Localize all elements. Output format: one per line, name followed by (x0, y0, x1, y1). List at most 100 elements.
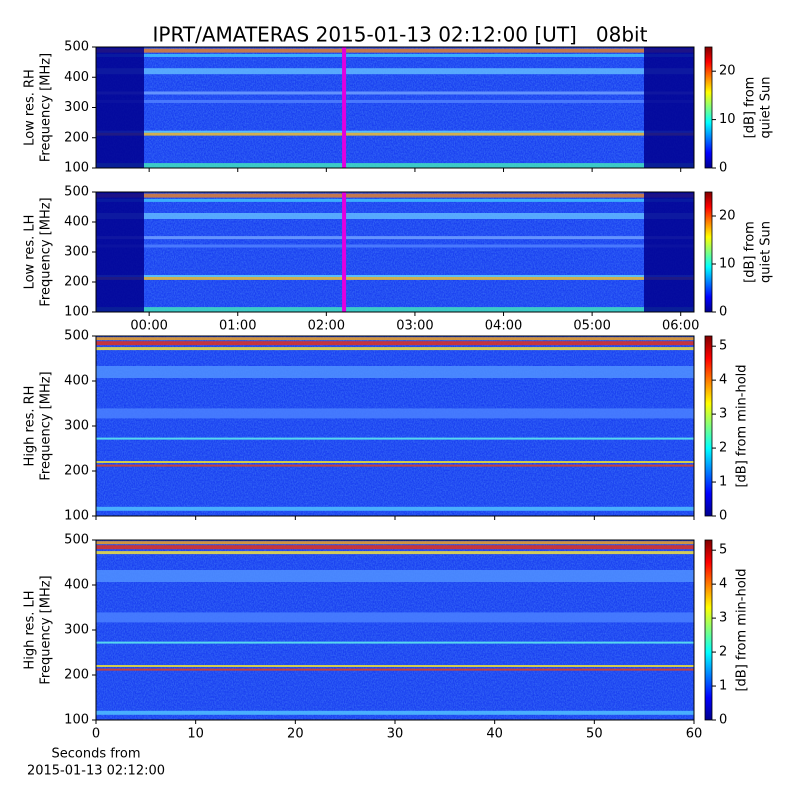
y-axis-label: Frequency [MHz] (39, 197, 54, 306)
spectrogram-band (96, 53, 694, 57)
colorbar-tick-label: 10 (719, 112, 736, 127)
x-tick-label: 01:00 (219, 319, 256, 334)
colorbar-label: quiet Sun (759, 76, 774, 138)
x-tick-label: 06:00 (662, 319, 699, 334)
y-tick-label: 300 (64, 245, 89, 260)
colorbar (704, 335, 713, 517)
spectrogram-band (96, 464, 694, 467)
spectrogram-band (96, 163, 694, 169)
colorbar-tick-label: 0 (719, 509, 727, 524)
spectrogram-noise (96, 47, 694, 168)
y-tick-label: 400 (64, 374, 89, 389)
x-tick-label: 40 (486, 727, 503, 742)
colorbar-label: quiet Sun (759, 221, 774, 283)
x-tick-label: 00:00 (130, 319, 167, 334)
spectrogram-band (96, 244, 694, 248)
x-caption: Seconds from (51, 747, 140, 762)
colorbar-tick-label: 2 (719, 645, 727, 660)
spectrogram (96, 47, 694, 169)
y-tick-label: 100 (64, 509, 89, 524)
spectrogram-noise (96, 336, 694, 516)
colorbar-tick-label: 2 (719, 441, 727, 456)
y-tick-label: 100 (64, 161, 89, 176)
x-tick-label: 50 (586, 727, 603, 742)
spectrogram-band (96, 132, 694, 136)
colorbar-tick-label: 3 (719, 407, 727, 422)
spectrogram-band (96, 276, 694, 280)
colorbar-label: [dB] from (743, 221, 758, 283)
spectrogram-noise (96, 540, 694, 720)
spectrogram-band (96, 366, 694, 378)
y-tick-label: 300 (64, 100, 89, 115)
y-tick-label: 200 (64, 275, 89, 290)
x-tick-label: 10 (187, 727, 204, 742)
x-tick-label: 03:00 (396, 319, 433, 334)
spectrogram-band (96, 641, 694, 644)
y-axis-label: High res. LH (23, 590, 38, 669)
y-tick-label: 200 (64, 130, 89, 145)
no-data-region (96, 47, 144, 168)
spectrogram-band (96, 408, 694, 419)
colorbar-tick-label: 1 (719, 679, 727, 694)
spectrogram-band (96, 91, 694, 95)
colorbar-tick-label: 1 (719, 475, 727, 490)
colorbar (704, 191, 713, 313)
y-axis-label: Frequency [MHz] (39, 575, 54, 684)
spectrogram-band (96, 337, 694, 341)
chart-title: IPRT/AMATERAS 2015-01-13 02:12:00 [UT] 0… (153, 23, 648, 47)
y-tick-label: 300 (64, 623, 89, 638)
y-tick-label: 200 (64, 464, 89, 479)
y-tick-label: 500 (64, 533, 89, 548)
spectrogram-band (96, 130, 694, 133)
spectrogram-band (96, 48, 694, 53)
spectrogram (96, 336, 694, 516)
colorbar-tick-label: 10 (719, 257, 736, 272)
y-axis-label: High res. RH (23, 386, 38, 467)
y-tick-label: 500 (64, 40, 89, 55)
spectrogram-band (96, 193, 694, 198)
x-tick-label: 02:00 (308, 319, 345, 334)
spectrogram-band (96, 541, 694, 545)
colorbar-tick-label: 3 (719, 611, 727, 626)
spectrogram-band (96, 437, 694, 440)
y-tick-label: 500 (64, 329, 89, 344)
x-tick-label: 0 (92, 727, 100, 742)
spectrogram-band (96, 275, 694, 277)
spectrogram-band (96, 68, 694, 75)
x-tick-label: 20 (287, 727, 304, 742)
spectrogram-band (96, 236, 694, 240)
no-data-region (644, 192, 694, 312)
spectrogram-band (96, 341, 694, 346)
colorbar-tick-label: 4 (719, 577, 727, 592)
spectrogram-band (96, 198, 694, 202)
spectrogram-band (96, 668, 694, 671)
spectrogram-noise (96, 192, 694, 312)
spectrogram-band (96, 307, 694, 313)
colorbar-tick-label: 0 (719, 161, 727, 176)
x-tick-label: 05:00 (573, 319, 610, 334)
spectrogram-band (96, 506, 694, 511)
y-tick-label: 300 (64, 419, 89, 434)
spectrogram (96, 192, 694, 313)
spectrogram (96, 540, 694, 720)
x-tick-label: 04:00 (485, 319, 522, 334)
spectrogram-band (96, 710, 694, 715)
spectrogram-band (96, 213, 694, 219)
colorbar-tick-label: 20 (719, 64, 736, 79)
colorbar-tick-label: 5 (719, 339, 727, 354)
y-tick-label: 400 (64, 215, 89, 230)
spectrogram-band (96, 99, 694, 103)
spectrogram-band (96, 545, 694, 550)
colorbar (704, 46, 713, 169)
spectrogram-band (96, 665, 694, 667)
colorbar (704, 539, 713, 721)
spectrogram-band (96, 612, 694, 623)
y-tick-label: 400 (64, 70, 89, 85)
colorbar-label: [dB] from min-hold (735, 364, 750, 487)
spectrogram-band (96, 347, 694, 351)
colorbar-tick-label: 0 (719, 713, 727, 728)
y-tick-label: 100 (64, 305, 89, 320)
spectrogram-band (96, 570, 694, 582)
no-data-region (644, 47, 694, 168)
